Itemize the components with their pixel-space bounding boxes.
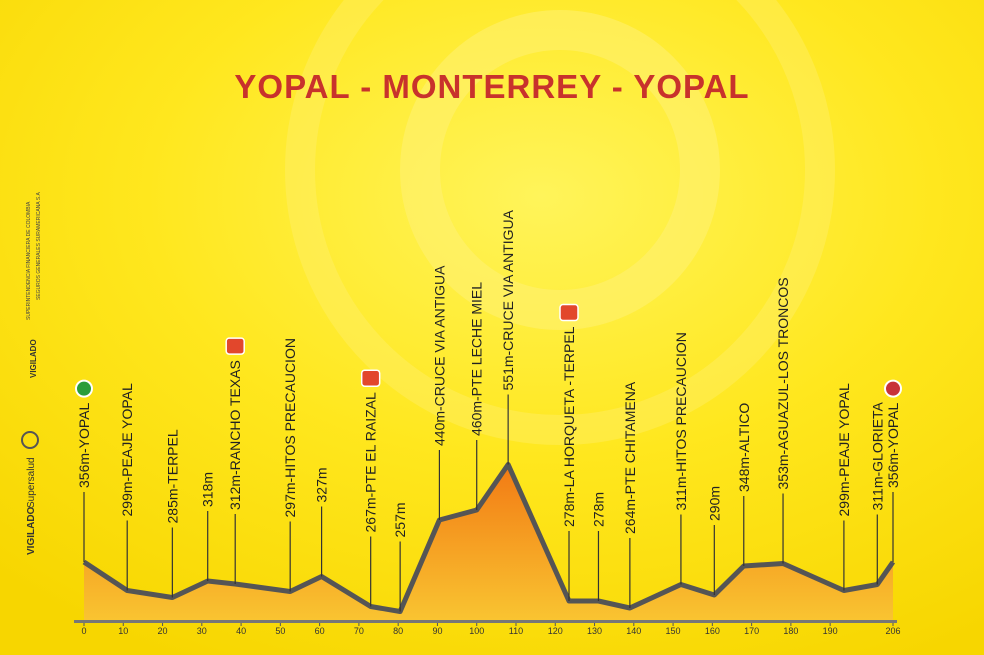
x-tick-label: 180 (783, 626, 798, 636)
waypoint-label: 311m-GLORIETA (869, 401, 885, 510)
waypoint-label: 297m-HITOS PRECAUCION (282, 338, 298, 517)
x-tick-label: 90 (432, 626, 442, 636)
waypoint-label: 348m-ALTICO (736, 403, 752, 492)
x-tick-label: 0 (81, 626, 86, 636)
waypoint-label: 356m-YOPAL (76, 402, 92, 488)
side-text: VIGILADO (26, 506, 37, 555)
waypoint-label: 551m-CRUCE VIA ANTIGUA (500, 209, 516, 390)
waypoint-label: 278m-LA HORQUETA -TERPEL (561, 326, 577, 527)
x-tick-label: 140 (626, 626, 641, 636)
waypoint-label: 264m-PTE CHITAMENA (622, 381, 638, 534)
waypoint-label: 299m-PEAJE YOPAL (836, 383, 852, 517)
x-tick-label: 50 (275, 626, 285, 636)
x-tick-label: 10 (118, 626, 128, 636)
waypoint-label: 267m-PTE EL RAIZAL (363, 392, 379, 533)
waypoint-label: 285m-TERPEL (164, 429, 180, 523)
x-tick-label: 70 (354, 626, 364, 636)
x-tick-label: 120 (548, 626, 563, 636)
x-tick-label: 20 (158, 626, 168, 636)
sprint-icon (360, 369, 381, 387)
waypoint-label: 312m-RANCHO TEXAS (227, 360, 243, 510)
finish-icon (884, 379, 902, 398)
sprint-icon (559, 303, 579, 322)
waypoint-label: 290m (706, 486, 722, 521)
ground (74, 620, 897, 623)
logo (21, 431, 39, 449)
x-tick-label: 160 (705, 626, 720, 636)
chart-title: YOPAL - MONTERREY - YOPAL (234, 68, 749, 105)
waypoint-label: 318m (200, 472, 216, 507)
x-tick-label: 150 (666, 626, 681, 636)
waypoint-label: 460m-PTE LECHE MIEL (469, 282, 485, 436)
waypoint-label: 311m-HITOS PRECAUCION (673, 332, 689, 510)
waypoint-label: 353m-AGUAZUL-LOS TRONCOS (775, 277, 791, 489)
x-tick-label: 30 (197, 626, 207, 636)
waypoint-label: 327m (314, 467, 330, 502)
side-text: SUPERINTENDENCIA FINANCIERA DE COLOMBIA (26, 201, 32, 320)
x-tick-label: 100 (469, 626, 484, 636)
waypoint-label: 278m (590, 492, 606, 527)
side-text: SEGUROS GENERALES SURAMERICANA S.A (36, 192, 42, 300)
side-text: Supersalud (26, 457, 37, 508)
x-tick-label: 110 (509, 626, 523, 636)
x-tick-label: 206 (885, 626, 900, 636)
side-text: VIGILADO (29, 339, 38, 378)
x-tick-label: 80 (393, 626, 403, 636)
x-tick-label: 60 (315, 626, 325, 636)
x-tick-label: 190 (823, 626, 838, 636)
waypoint-label: 257m (392, 502, 408, 537)
sprint-icon (225, 337, 245, 355)
x-tick-label: 170 (744, 626, 759, 636)
decor (285, 0, 835, 445)
start-icon (75, 379, 93, 398)
waypoint-label: 299m-PEAJE YOPAL (119, 383, 135, 517)
x-tick-label: 130 (587, 626, 602, 636)
profile-ridge (82, 462, 896, 614)
waypoint-label: 356m-YOPAL (885, 402, 901, 488)
profile-area (84, 464, 893, 620)
waypoint-label: 440m-CRUCE VIA ANTIGUA (431, 265, 447, 446)
x-tick-label: 40 (236, 626, 246, 636)
